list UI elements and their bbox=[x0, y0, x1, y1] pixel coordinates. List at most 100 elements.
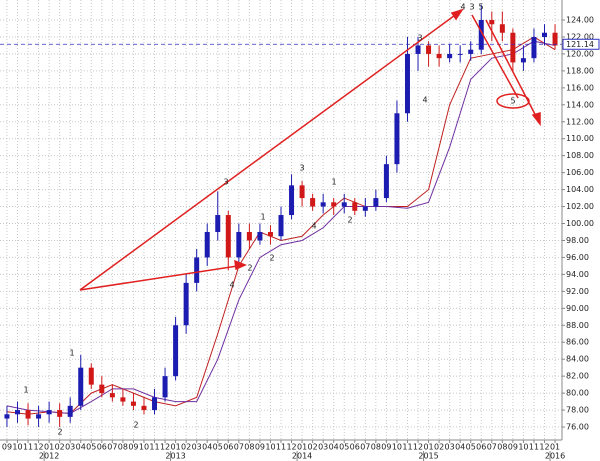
x-tick-label: 01 bbox=[171, 443, 181, 452]
y-tick-label: 98.00 bbox=[566, 236, 589, 245]
candle-body bbox=[236, 231, 242, 258]
candle-body bbox=[204, 231, 210, 258]
x-tick-label: 07 bbox=[487, 443, 497, 452]
wave-label: 4 bbox=[460, 3, 465, 12]
y-tick-label: 100.00 bbox=[566, 219, 594, 228]
candle-body bbox=[383, 164, 389, 199]
y-tick-label: 84.00 bbox=[566, 355, 589, 364]
y-tick-label: 102.00 bbox=[566, 202, 594, 211]
y-tick-label: 106.00 bbox=[566, 168, 594, 177]
candle-body bbox=[130, 401, 136, 406]
candle-body bbox=[299, 185, 305, 199]
candle-body bbox=[426, 45, 432, 54]
candle-body bbox=[373, 198, 379, 207]
candle-body bbox=[499, 24, 505, 33]
wave-label: 2 bbox=[269, 254, 274, 263]
candle-body bbox=[468, 49, 474, 54]
candle-body bbox=[14, 410, 20, 415]
x-tick-label: 02 bbox=[434, 443, 444, 452]
candle-body bbox=[478, 20, 484, 50]
x-tick-label: 10 bbox=[518, 443, 528, 452]
x-tick-label: 01 bbox=[550, 443, 560, 452]
year-label: 2014 bbox=[292, 452, 312, 461]
candle-body bbox=[162, 376, 168, 398]
candle-body bbox=[183, 282, 189, 326]
y-tick-label: 124.00 bbox=[566, 16, 594, 25]
wave-label: 3 bbox=[223, 178, 228, 187]
x-tick-label: 05 bbox=[466, 443, 476, 452]
x-tick-label: 01 bbox=[423, 443, 433, 452]
x-tick-label: 10 bbox=[392, 443, 402, 452]
wave-label: 1 bbox=[69, 349, 74, 358]
x-tick-label: 03 bbox=[445, 443, 455, 452]
candle-body bbox=[341, 202, 347, 207]
y-tick-label: 116.00 bbox=[566, 83, 594, 92]
x-tick-label: 09 bbox=[128, 443, 138, 452]
candle-body bbox=[267, 231, 273, 237]
candle-body bbox=[489, 20, 495, 25]
target-ellipse bbox=[496, 93, 530, 109]
x-tick-label: 07 bbox=[107, 443, 117, 452]
x-tick-label: 11 bbox=[149, 443, 159, 452]
moving-average bbox=[6, 40, 556, 414]
x-tick-label: 09 bbox=[381, 443, 391, 452]
candle-body bbox=[194, 257, 200, 283]
x-tick-label: 12 bbox=[286, 443, 296, 452]
y-tick-label: 78.00 bbox=[566, 406, 589, 415]
x-tick-label: 11 bbox=[276, 443, 286, 452]
x-tick-label: 08 bbox=[118, 443, 128, 452]
x-tick-label: 12 bbox=[33, 443, 43, 452]
y-tick-label: 110.00 bbox=[566, 134, 594, 143]
y-tick-label: 80.00 bbox=[566, 389, 589, 398]
x-tick-label: 11 bbox=[402, 443, 412, 452]
wave-label: 4 bbox=[229, 281, 234, 290]
y-tick-label: 94.00 bbox=[566, 270, 589, 279]
candle-body bbox=[531, 36, 537, 59]
x-tick-label: 09 bbox=[255, 443, 265, 452]
y-tick-label: 76.00 bbox=[566, 423, 589, 432]
candle-body bbox=[25, 410, 31, 419]
wave-label: 5 bbox=[510, 97, 515, 106]
candle-body bbox=[109, 393, 115, 398]
candle-body bbox=[331, 202, 337, 207]
x-tick-label: 12 bbox=[413, 443, 423, 452]
x-tick-label: 12 bbox=[539, 443, 549, 452]
x-tick-label: 04 bbox=[329, 443, 339, 452]
trend-line bbox=[79, 9, 463, 291]
x-tick-label: 09 bbox=[508, 443, 518, 452]
x-tick-label: 07 bbox=[360, 443, 370, 452]
x-tick-label: 08 bbox=[244, 443, 254, 452]
y-tick-label: 104.00 bbox=[566, 185, 594, 194]
x-tick-label: 07 bbox=[234, 443, 244, 452]
candle-body bbox=[447, 53, 453, 59]
last-price-box bbox=[562, 38, 600, 50]
x-tick-label: 03 bbox=[192, 443, 202, 452]
plot bbox=[0, 4, 562, 428]
candle-body bbox=[542, 32, 548, 37]
x-tick-label: 04 bbox=[455, 443, 465, 452]
labels: 76.00 78.00 80.00 82.00 84.00 86.00 88.00 90.00… bbox=[2, 3, 600, 461]
candle-body bbox=[257, 231, 263, 241]
wave-label: 1 bbox=[23, 386, 28, 395]
wave-label: 2 bbox=[133, 421, 138, 430]
x-tick-label: 09 bbox=[2, 443, 12, 452]
x-tick-label: 05 bbox=[213, 443, 223, 452]
wave-label: 3 bbox=[469, 3, 474, 12]
trend-lines bbox=[79, 8, 541, 291]
candle-body bbox=[394, 113, 400, 165]
candle-body bbox=[215, 215, 221, 232]
candle-body bbox=[78, 367, 84, 406]
candle-body bbox=[362, 206, 368, 211]
candle-body bbox=[225, 215, 231, 258]
candle-body bbox=[67, 405, 73, 417]
x-tick-label: 06 bbox=[476, 443, 486, 452]
candle-body bbox=[99, 384, 105, 394]
x-tick-label: 12 bbox=[160, 443, 170, 452]
year-label: 2015 bbox=[418, 452, 438, 461]
candle-body bbox=[278, 215, 284, 237]
y-tick-label: 92.00 bbox=[566, 287, 589, 296]
y-tick-label: 88.00 bbox=[566, 321, 589, 330]
wave-label: 4 bbox=[311, 222, 316, 231]
trend-line bbox=[79, 264, 245, 291]
wave-label: 3 bbox=[299, 164, 304, 173]
